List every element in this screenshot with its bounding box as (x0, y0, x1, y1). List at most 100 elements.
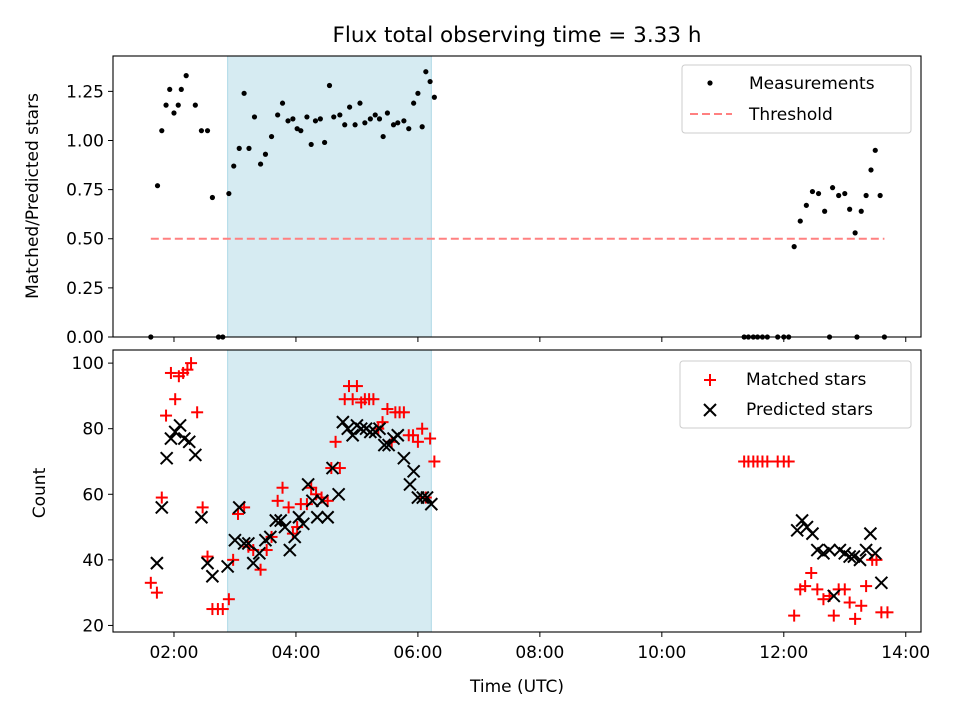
x-tick-label: 10:00 (637, 643, 686, 663)
legend-box (679, 360, 912, 429)
measurement-point (342, 122, 348, 128)
y-tick-label: 20 (82, 616, 104, 636)
predicted-star-point (315, 494, 329, 508)
legend-label-threshold: Threshold (748, 105, 833, 125)
predicted-star-point (372, 421, 387, 436)
measurement-point (877, 192, 883, 199)
measurement-point (868, 167, 874, 173)
x-tick-label: 04:00 (271, 643, 320, 663)
matched-star-point (164, 366, 177, 379)
y-tick-label: 0.25 (66, 279, 104, 299)
predicted-star-point (790, 523, 804, 538)
measurement-point (829, 185, 836, 191)
matched-star-point (817, 593, 830, 606)
matched-star-point (855, 599, 868, 612)
measurement-point (380, 133, 386, 140)
matched-star-point (144, 576, 157, 589)
y-axis-label: Count (30, 467, 50, 518)
predicted-star-point (283, 543, 297, 557)
predicted-star-point (296, 517, 310, 531)
measurement-point (390, 122, 397, 128)
y-tick-label: 80 (82, 420, 104, 440)
matched-star-point (381, 403, 394, 416)
legend: Measurements Threshold (681, 64, 912, 134)
predicted-star-point (391, 428, 405, 442)
measurement-point (178, 86, 184, 93)
measurement-point (290, 116, 296, 122)
predicted-star-point (164, 431, 178, 446)
x-tick-label: 06:00 (393, 643, 442, 663)
measurement-point (419, 124, 425, 130)
measurement-point (285, 118, 291, 124)
measurement-point (241, 90, 247, 96)
matched-star-point (227, 553, 240, 566)
legend-label-matched: Matched stars (746, 370, 866, 390)
x-tick-label: 14:00 (881, 643, 930, 663)
x-tick-label: 08:00 (515, 643, 564, 663)
observing-window-shade (227, 349, 432, 633)
predicted-star-point (288, 530, 302, 544)
measurement-point (347, 104, 353, 110)
matched-star-point (788, 609, 801, 622)
measurement-point (154, 183, 161, 189)
predicted-star-point (232, 500, 246, 515)
matched-star-point (222, 593, 235, 606)
matched-star-point (254, 563, 267, 576)
predicted-star-point (194, 510, 209, 524)
measurement-point (842, 190, 848, 197)
predicted-star-point (363, 425, 378, 439)
matched-star-point (169, 393, 182, 406)
predicted-star-point (403, 477, 417, 492)
matched-star-point (160, 409, 173, 422)
measurement-point (308, 141, 314, 148)
x-tick-label: 02:00 (149, 643, 198, 663)
measurement-point (847, 206, 853, 212)
predicted-star-point (859, 543, 873, 557)
predicted-star-point (822, 543, 837, 557)
predicted-star-point (241, 536, 256, 551)
y-tick-label: 0.50 (66, 230, 104, 250)
measurement-point (322, 139, 328, 146)
measurement-point (183, 73, 189, 79)
matched-star-point (282, 501, 295, 514)
predicted-star-point (336, 415, 350, 429)
measurement-point (797, 218, 803, 224)
matched-star-point (201, 550, 214, 563)
y-axis-label: Matched/Predicted stars (23, 93, 43, 299)
matched-star-point (321, 494, 334, 507)
legend-marker-predicted (703, 403, 717, 417)
predicted-star-point (795, 513, 809, 528)
measurement-point (298, 128, 304, 134)
legend-marker-measurements (707, 80, 713, 86)
predicted-star-point (200, 556, 215, 570)
predicted-star-point (805, 526, 820, 541)
measurement-point (395, 120, 401, 126)
measurement-point (367, 116, 373, 122)
measurement-point (423, 69, 429, 75)
predicted-star-point (155, 500, 169, 515)
y-tick-label: 1.00 (66, 131, 104, 151)
measurement-point (192, 102, 198, 108)
predicted-star-point (188, 448, 203, 462)
legend-marker-matched (704, 374, 716, 386)
measurement-point (171, 110, 177, 116)
measurement-point (175, 102, 181, 108)
measurement-point (204, 128, 211, 134)
measurement-point (167, 86, 173, 93)
predicted-star-point (310, 510, 324, 524)
predicted-star-point (863, 526, 878, 541)
measurement-point (268, 133, 275, 140)
measurement-point (362, 120, 368, 126)
predicted-star-point (173, 418, 187, 433)
measurement-point (331, 114, 337, 120)
measurement-point (352, 122, 358, 128)
x-axis-label: Time (UTC) (469, 677, 564, 697)
matched-star-point (150, 586, 163, 599)
predicted-star-point (377, 438, 392, 452)
measurement-point (872, 147, 878, 153)
predicted-star-point (292, 510, 306, 524)
predicted-star-point (269, 513, 283, 528)
star-count-panel: 20 40 60 80 100 02:00 04:00 06:00 08:00 10:00 12:… (30, 349, 930, 697)
measurement-point (198, 128, 205, 134)
predicted-star-point (406, 464, 421, 479)
